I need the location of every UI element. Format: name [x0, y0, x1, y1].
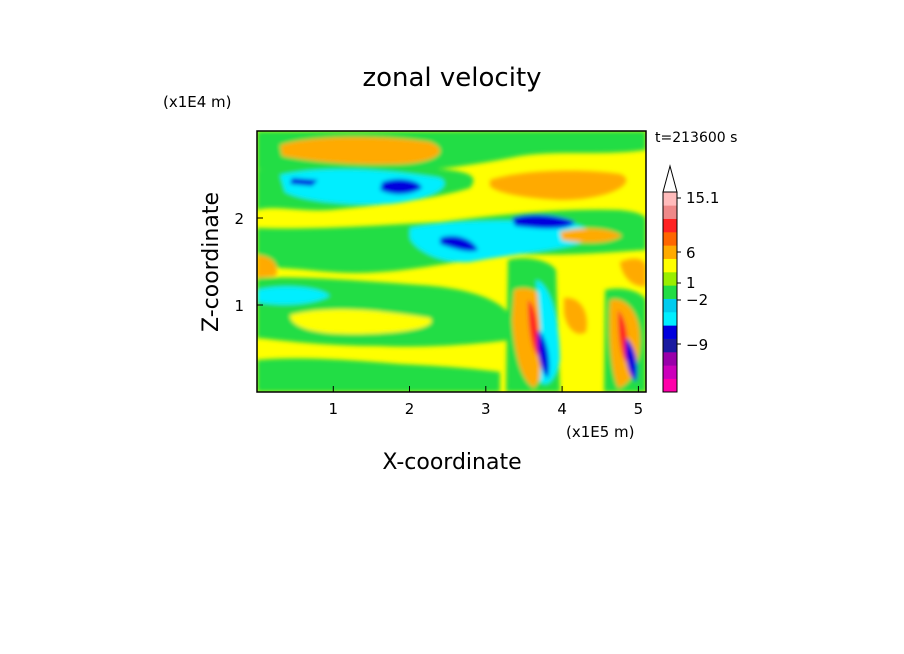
x-scale-label: (x1E5 m)	[566, 423, 635, 441]
colorbar-band	[663, 325, 677, 339]
chart-title: zonal velocity	[362, 63, 541, 93]
blob-top-orange	[280, 137, 440, 165]
colorbar-bands	[663, 192, 677, 393]
colorbar-band	[663, 245, 677, 259]
colorbar-band	[663, 232, 677, 246]
time-label: t=213600 s	[655, 130, 737, 146]
plume-left-blue	[537, 330, 550, 378]
blob-upper-cyan	[280, 169, 445, 205]
plume-left-red	[528, 300, 539, 356]
x-tick-label: 4	[557, 400, 567, 418]
x-tick-label: 3	[481, 400, 491, 418]
colorbar-label: −2	[686, 291, 708, 309]
band-bottom-green	[257, 358, 500, 392]
colorbar-band	[663, 218, 677, 233]
x-tick-label: 2	[405, 400, 415, 418]
contour-field	[257, 131, 646, 392]
colorbar-label: 6	[686, 244, 696, 262]
colorbar-label: −9	[686, 336, 708, 354]
blob-upper-right-orange	[490, 170, 627, 200]
blob-upper-blue-a	[290, 178, 318, 186]
blob-mid-cyan	[410, 220, 592, 263]
blob-right-edge-orange	[620, 258, 646, 287]
colorbar-band	[663, 338, 677, 353]
blob-lower-yellow	[290, 309, 432, 334]
blob-left-orange	[257, 255, 277, 278]
colorbar-band	[663, 205, 677, 219]
plot-frame	[256, 130, 647, 393]
blob-mid-blue-b	[512, 214, 575, 229]
y-tick-label: 2	[234, 210, 244, 228]
plume-right-blue	[625, 338, 638, 382]
blob-right-orange	[564, 297, 587, 334]
colorbar-extend-max	[662, 164, 678, 193]
colorbar-band	[663, 192, 677, 206]
colorbar-labels: 15.1 6 1 −2 −9	[677, 189, 719, 354]
x-axis-label: X-coordinate	[382, 450, 521, 475]
x-tick-label: 1	[329, 400, 339, 418]
colorbar-band	[663, 365, 677, 379]
x-tick-label: 5	[634, 400, 644, 418]
colorbar-frame	[662, 191, 678, 393]
colorbar-band	[663, 285, 677, 299]
colorbar-band	[663, 272, 677, 286]
y-scale-label: (x1E4 m)	[163, 93, 232, 111]
blob-mid-orange	[560, 228, 622, 243]
colorbar-band	[663, 258, 677, 273]
colorbar-band	[663, 298, 677, 313]
colorbar-band	[663, 352, 677, 366]
blob-mid-blue-a	[440, 235, 478, 252]
colorbar-label: 15.1	[686, 189, 719, 207]
colorbar-band	[663, 312, 677, 326]
y-axis-label: Z-coordinate	[199, 192, 224, 332]
blob-upper-blue-b	[380, 179, 422, 195]
x-axis: 1 2 3 4 5	[329, 386, 644, 418]
y-tick-label: 1	[234, 297, 244, 315]
y-axis: 1 2	[234, 210, 263, 315]
blob-lower-cyan	[257, 286, 330, 305]
plume-right-red	[618, 310, 628, 362]
colorbar-band	[663, 378, 677, 393]
colorbar: 15.1 6 1 −2 −9	[662, 164, 719, 393]
colorbar-label: 1	[686, 274, 696, 292]
